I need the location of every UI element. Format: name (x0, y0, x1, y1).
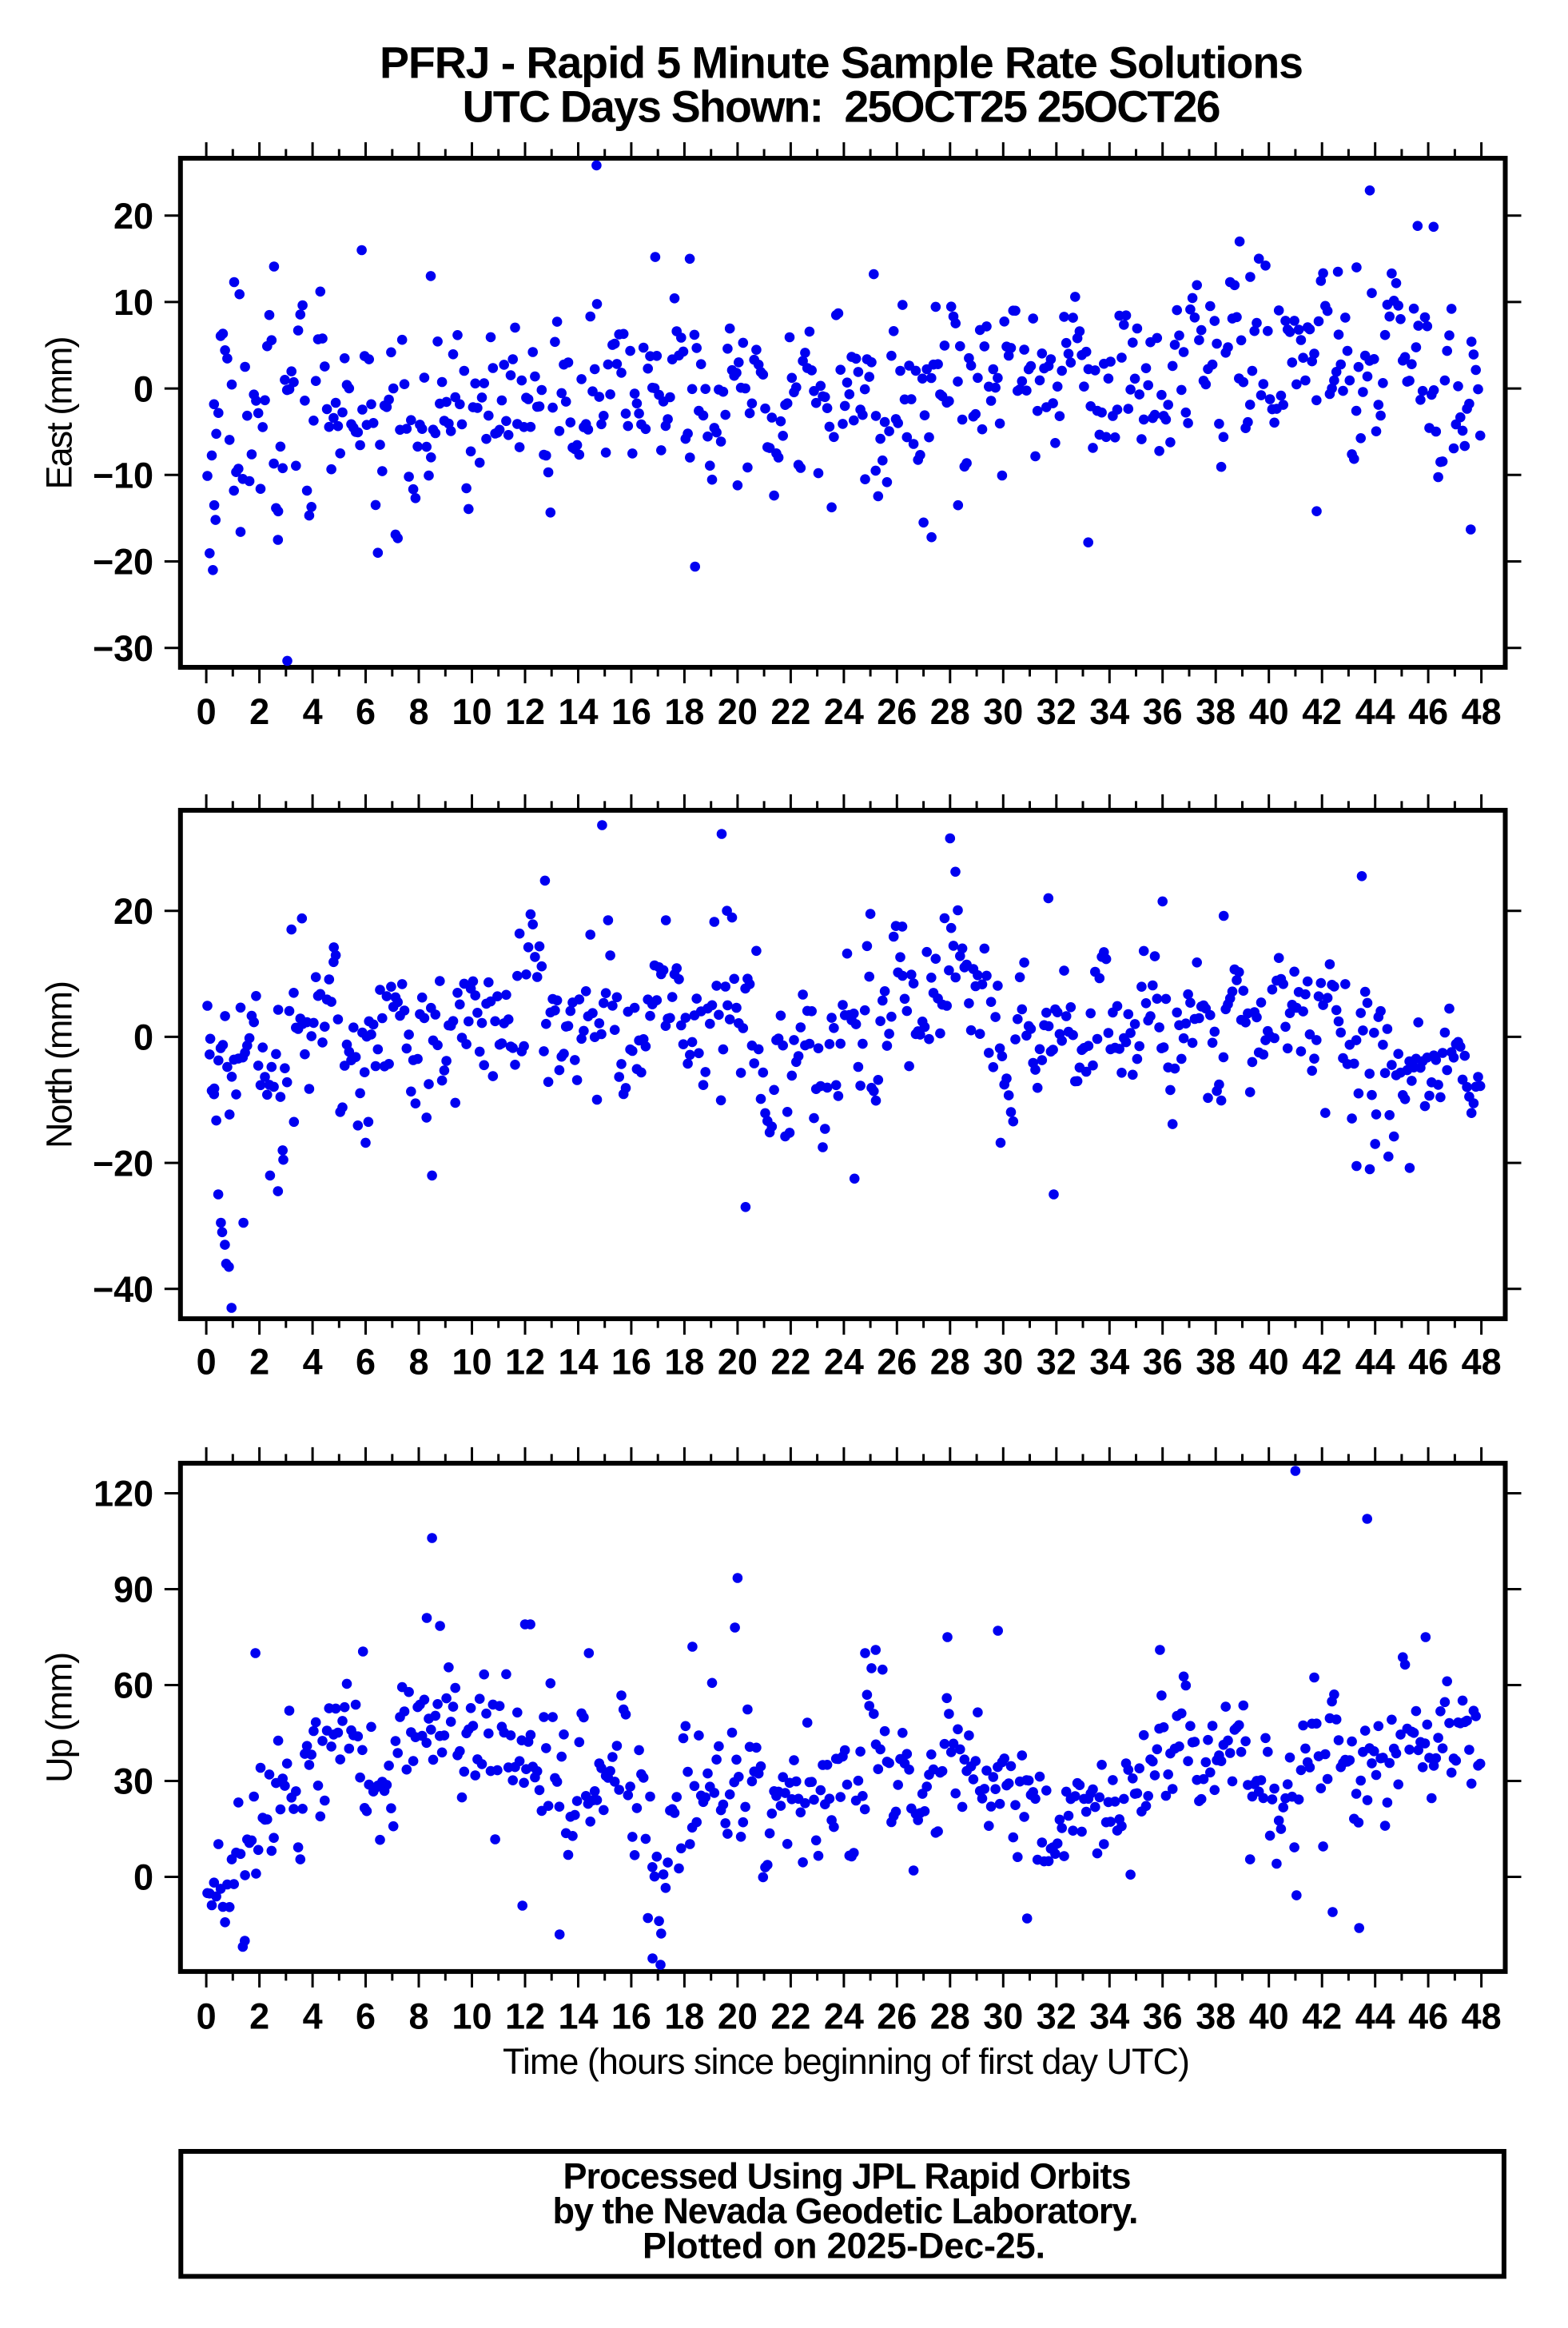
svg-text:0: 0 (197, 691, 217, 732)
svg-text:28: 28 (930, 691, 970, 732)
svg-text:28: 28 (930, 1342, 970, 1383)
svg-text:32: 32 (1037, 1342, 1077, 1383)
svg-text:8: 8 (408, 691, 428, 732)
svg-text:0: 0 (133, 1017, 153, 1058)
svg-text:40: 40 (1249, 691, 1289, 732)
svg-text:22: 22 (770, 1342, 810, 1383)
svg-text:34: 34 (1089, 1342, 1129, 1383)
svg-text:−10: −10 (93, 456, 153, 496)
svg-text:24: 24 (824, 1342, 864, 1383)
svg-text:16: 16 (611, 1996, 651, 2036)
svg-text:30: 30 (113, 1761, 153, 1802)
svg-text:PFRJ - Rapid 5 Minute Sample R: PFRJ - Rapid 5 Minute Sample Rate Soluti… (380, 38, 1303, 87)
svg-text:44: 44 (1355, 1342, 1395, 1383)
svg-text:18: 18 (664, 1342, 704, 1383)
svg-text:4: 4 (303, 1996, 323, 2036)
svg-text:10: 10 (452, 1996, 492, 2036)
svg-text:14: 14 (559, 1996, 599, 2036)
svg-text:14: 14 (559, 1342, 599, 1383)
svg-text:10: 10 (452, 1342, 492, 1383)
svg-text:46: 46 (1408, 1342, 1448, 1383)
svg-text:UTC Days Shown: 25OCT25 25OCT: UTC Days Shown: 25OCT25 25OCT26 (463, 82, 1221, 132)
svg-text:East (mm): East (mm) (39, 336, 80, 490)
svg-text:32: 32 (1037, 1996, 1077, 2036)
svg-text:22: 22 (770, 691, 810, 732)
svg-text:14: 14 (559, 691, 599, 732)
svg-text:0: 0 (197, 1996, 217, 2036)
svg-text:12: 12 (505, 1342, 545, 1383)
svg-text:34: 34 (1089, 1996, 1129, 2036)
svg-text:6: 6 (356, 1996, 376, 2036)
svg-text:20: 20 (113, 196, 153, 237)
svg-text:by the Nevada Geodetic Laborat: by the Nevada Geodetic Laboratory. (553, 2191, 1139, 2231)
svg-text:12: 12 (505, 1996, 545, 2036)
svg-text:40: 40 (1249, 1342, 1289, 1383)
svg-text:2: 2 (249, 691, 269, 732)
svg-text:2: 2 (249, 1996, 269, 2036)
svg-text:30: 30 (983, 1996, 1023, 2036)
svg-text:30: 30 (983, 1342, 1023, 1383)
svg-text:−30: −30 (93, 628, 153, 669)
svg-text:24: 24 (824, 1996, 864, 2036)
svg-text:46: 46 (1408, 1996, 1448, 2036)
svg-text:Plotted on 2025-Dec-25.: Plotted on 2025-Dec-25. (643, 2225, 1045, 2266)
svg-text:42: 42 (1302, 1996, 1342, 2036)
svg-text:20: 20 (113, 891, 153, 932)
svg-text:18: 18 (664, 1996, 704, 2036)
svg-text:48: 48 (1462, 1342, 1502, 1383)
svg-text:20: 20 (718, 691, 758, 732)
svg-text:Up (mm): Up (mm) (39, 1652, 80, 1783)
svg-text:−20: −20 (93, 542, 153, 583)
svg-text:8: 8 (408, 1342, 428, 1383)
svg-text:48: 48 (1462, 691, 1502, 732)
svg-text:Processed Using JPL Rapid Orbi: Processed Using JPL Rapid Orbits (563, 2156, 1132, 2197)
svg-text:42: 42 (1302, 1342, 1342, 1383)
svg-text:36: 36 (1143, 1996, 1183, 2036)
svg-text:4: 4 (303, 1342, 323, 1383)
svg-text:120: 120 (94, 1474, 153, 1514)
svg-text:44: 44 (1355, 1996, 1395, 2036)
svg-text:16: 16 (611, 691, 651, 732)
svg-text:26: 26 (877, 1996, 917, 2036)
svg-text:−40: −40 (93, 1269, 153, 1310)
svg-text:10: 10 (113, 282, 153, 323)
svg-text:36: 36 (1143, 691, 1183, 732)
svg-text:36: 36 (1143, 1342, 1183, 1383)
svg-text:12: 12 (505, 691, 545, 732)
svg-text:10: 10 (452, 691, 492, 732)
svg-text:0: 0 (133, 368, 153, 409)
svg-text:46: 46 (1408, 691, 1448, 732)
svg-text:0: 0 (197, 1342, 217, 1383)
svg-text:38: 38 (1196, 691, 1236, 732)
svg-text:24: 24 (824, 691, 864, 732)
svg-text:26: 26 (877, 1342, 917, 1383)
svg-text:26: 26 (877, 691, 917, 732)
svg-text:22: 22 (770, 1996, 810, 2036)
svg-text:32: 32 (1037, 691, 1077, 732)
svg-text:48: 48 (1462, 1996, 1502, 2036)
svg-text:90: 90 (113, 1570, 153, 1610)
svg-text:38: 38 (1196, 1342, 1236, 1383)
svg-text:40: 40 (1249, 1996, 1289, 2036)
svg-text:8: 8 (408, 1996, 428, 2036)
svg-text:60: 60 (113, 1665, 153, 1706)
svg-text:16: 16 (611, 1342, 651, 1383)
svg-text:2: 2 (249, 1342, 269, 1383)
svg-text:0: 0 (133, 1857, 153, 1898)
svg-text:28: 28 (930, 1996, 970, 2036)
svg-text:30: 30 (983, 691, 1023, 732)
svg-text:Time (hours since beginning of: Time (hours since beginning of first day… (503, 2041, 1190, 2082)
svg-text:6: 6 (356, 691, 376, 732)
svg-text:20: 20 (718, 1996, 758, 2036)
svg-text:38: 38 (1196, 1996, 1236, 2036)
svg-text:North (mm): North (mm) (39, 981, 80, 1148)
svg-text:42: 42 (1302, 691, 1342, 732)
svg-text:20: 20 (718, 1342, 758, 1383)
svg-text:−20: −20 (93, 1143, 153, 1184)
svg-text:18: 18 (664, 691, 704, 732)
svg-text:44: 44 (1355, 691, 1395, 732)
svg-text:4: 4 (303, 691, 323, 732)
svg-text:6: 6 (356, 1342, 376, 1383)
svg-text:34: 34 (1089, 691, 1129, 732)
